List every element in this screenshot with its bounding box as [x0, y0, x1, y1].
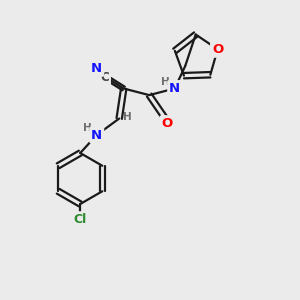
Text: H: H — [83, 123, 92, 134]
Text: C: C — [100, 71, 109, 84]
Text: O: O — [162, 117, 173, 130]
Text: Cl: Cl — [74, 213, 87, 226]
Text: N: N — [91, 62, 102, 75]
Text: N: N — [169, 82, 180, 95]
Text: H: H — [123, 112, 132, 122]
Text: O: O — [212, 43, 223, 56]
Text: N: N — [91, 128, 102, 142]
Text: H: H — [161, 77, 170, 87]
